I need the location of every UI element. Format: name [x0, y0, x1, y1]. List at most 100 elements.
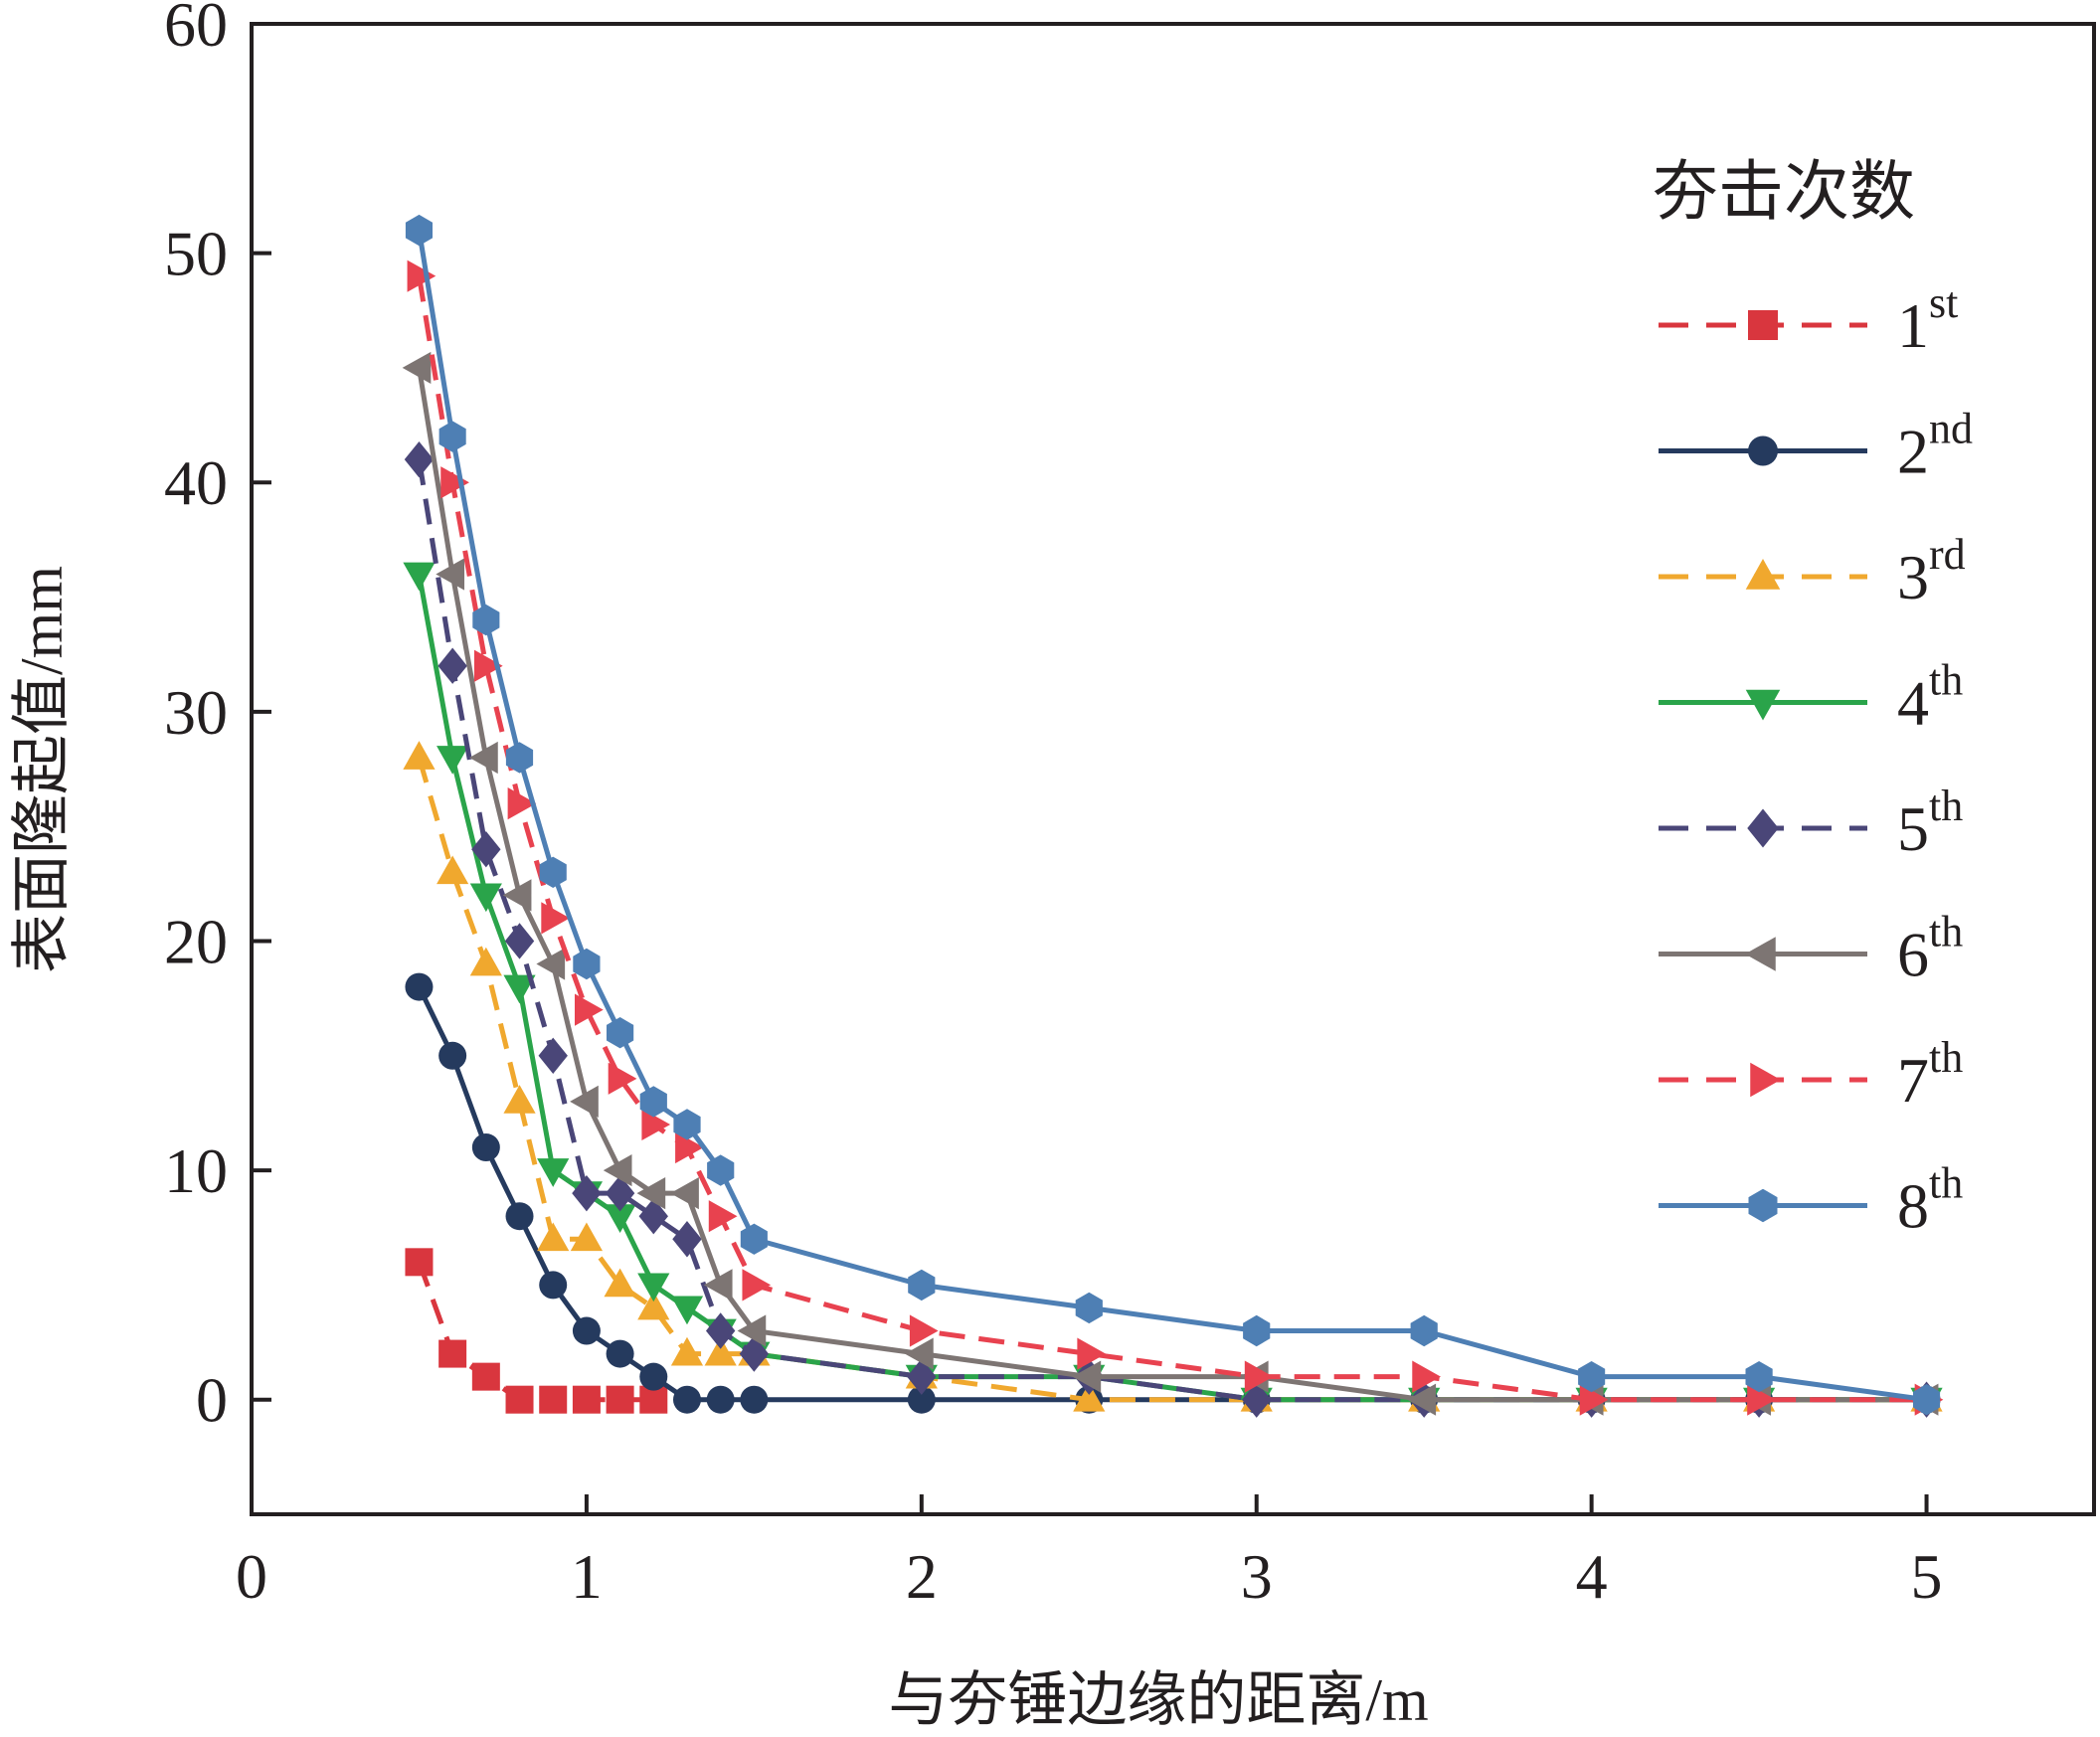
data-point [573, 948, 601, 980]
data-point [673, 1109, 701, 1140]
legend-label: 4th [1897, 656, 1963, 739]
data-point [438, 1041, 467, 1070]
data-point [536, 948, 566, 980]
series-line [417, 757, 1927, 1403]
data-point [1412, 1360, 1441, 1393]
legend-label-number: 5 [1897, 793, 1929, 864]
data-point [404, 440, 435, 478]
x-tick-label: 3 [1241, 1541, 1273, 1612]
data-point [403, 741, 436, 770]
legend-marker [1745, 689, 1781, 721]
series-1 [405, 1248, 668, 1414]
legend-label-number: 3 [1897, 542, 1929, 612]
data-point [636, 1177, 666, 1210]
series-2 [405, 972, 1941, 1414]
series-layer [402, 214, 1944, 1418]
x-tick-label: 4 [1576, 1541, 1608, 1612]
data-point [503, 1085, 536, 1114]
legend-label-number: 4 [1897, 668, 1929, 739]
legend-label-suffix: rd [1929, 530, 1966, 579]
data-point [1075, 1292, 1103, 1324]
data-point [402, 351, 432, 385]
data-point [740, 1385, 769, 1414]
data-point [437, 855, 469, 885]
data-point [469, 883, 502, 913]
legend-label-suffix: th [1929, 782, 1963, 830]
data-point [604, 1268, 636, 1298]
legend-label-suffix: th [1929, 908, 1963, 956]
data-point [575, 993, 604, 1026]
data-point [706, 1385, 735, 1414]
data-point [708, 1200, 738, 1233]
data-point [638, 1198, 668, 1235]
data-point [672, 1385, 701, 1414]
legend-label: 6th [1897, 908, 1963, 990]
series-3 [403, 741, 1943, 1412]
data-point [471, 831, 501, 868]
data-point [538, 1037, 568, 1074]
data-point [1242, 1381, 1272, 1418]
data-point [572, 1174, 602, 1212]
data-point [405, 214, 433, 247]
legend-marker [1748, 1188, 1778, 1223]
legend-label: 2nd [1897, 405, 1973, 487]
data-point [539, 1385, 568, 1414]
data-point [505, 1385, 534, 1414]
legend-label: 8th [1897, 1159, 1963, 1242]
data-point [403, 562, 436, 592]
series-4 [403, 562, 1943, 1417]
legend-marker [1747, 808, 1779, 848]
data-point [469, 947, 502, 976]
series-line [417, 458, 1927, 1403]
data-point [675, 1130, 704, 1164]
data-point [1077, 1337, 1107, 1370]
data-point [507, 786, 537, 820]
legend-item: 6th [1659, 908, 1963, 990]
data-point [537, 1158, 570, 1187]
data-point [641, 1108, 671, 1141]
data-point [1244, 1360, 1274, 1393]
data-point [541, 902, 571, 935]
data-point [742, 1269, 772, 1302]
data-point [505, 1202, 534, 1231]
data-point [740, 1223, 768, 1255]
data-point [539, 856, 567, 888]
data-point [1579, 1383, 1609, 1416]
legend-marker [1745, 937, 1776, 971]
data-point [637, 1291, 670, 1320]
data-point [1745, 1361, 1773, 1393]
legend-marker [1745, 559, 1781, 590]
data-point [572, 1385, 601, 1414]
legend-label-suffix: th [1929, 1159, 1963, 1208]
data-point [405, 1248, 434, 1277]
series-7 [407, 260, 1944, 1416]
legend-item: 4th [1659, 656, 1963, 739]
data-point [436, 558, 465, 591]
legend-marker [1748, 435, 1778, 466]
y-axis: 0 10 20 30 40 50 60 [164, 0, 271, 1436]
x-tick-label: 2 [906, 1541, 938, 1612]
data-point [704, 1336, 737, 1366]
legend-item: 3rd [1659, 530, 1966, 612]
legend-item: 1st [1659, 278, 1958, 361]
series-8 [405, 214, 1941, 1416]
legend-label: 5th [1897, 782, 1963, 864]
data-point [505, 742, 534, 774]
data-point [438, 1339, 467, 1368]
y-tick-label: 0 [196, 1365, 228, 1436]
legend-title: 夯击次数 [1653, 156, 1915, 229]
series-line [417, 367, 1927, 1403]
data-point [909, 1314, 939, 1347]
x-tick-label: 1 [571, 1541, 603, 1612]
data-point [639, 1362, 668, 1391]
data-point [905, 1337, 934, 1370]
data-point [473, 649, 503, 682]
data-point [605, 1174, 635, 1212]
legend-label-suffix: th [1929, 1033, 1963, 1082]
data-point [670, 1336, 704, 1366]
legend-item: 8th [1659, 1159, 1963, 1242]
plot-frame [250, 22, 2096, 1516]
legend-item: 5th [1659, 782, 1963, 864]
series-line [417, 275, 1927, 1403]
